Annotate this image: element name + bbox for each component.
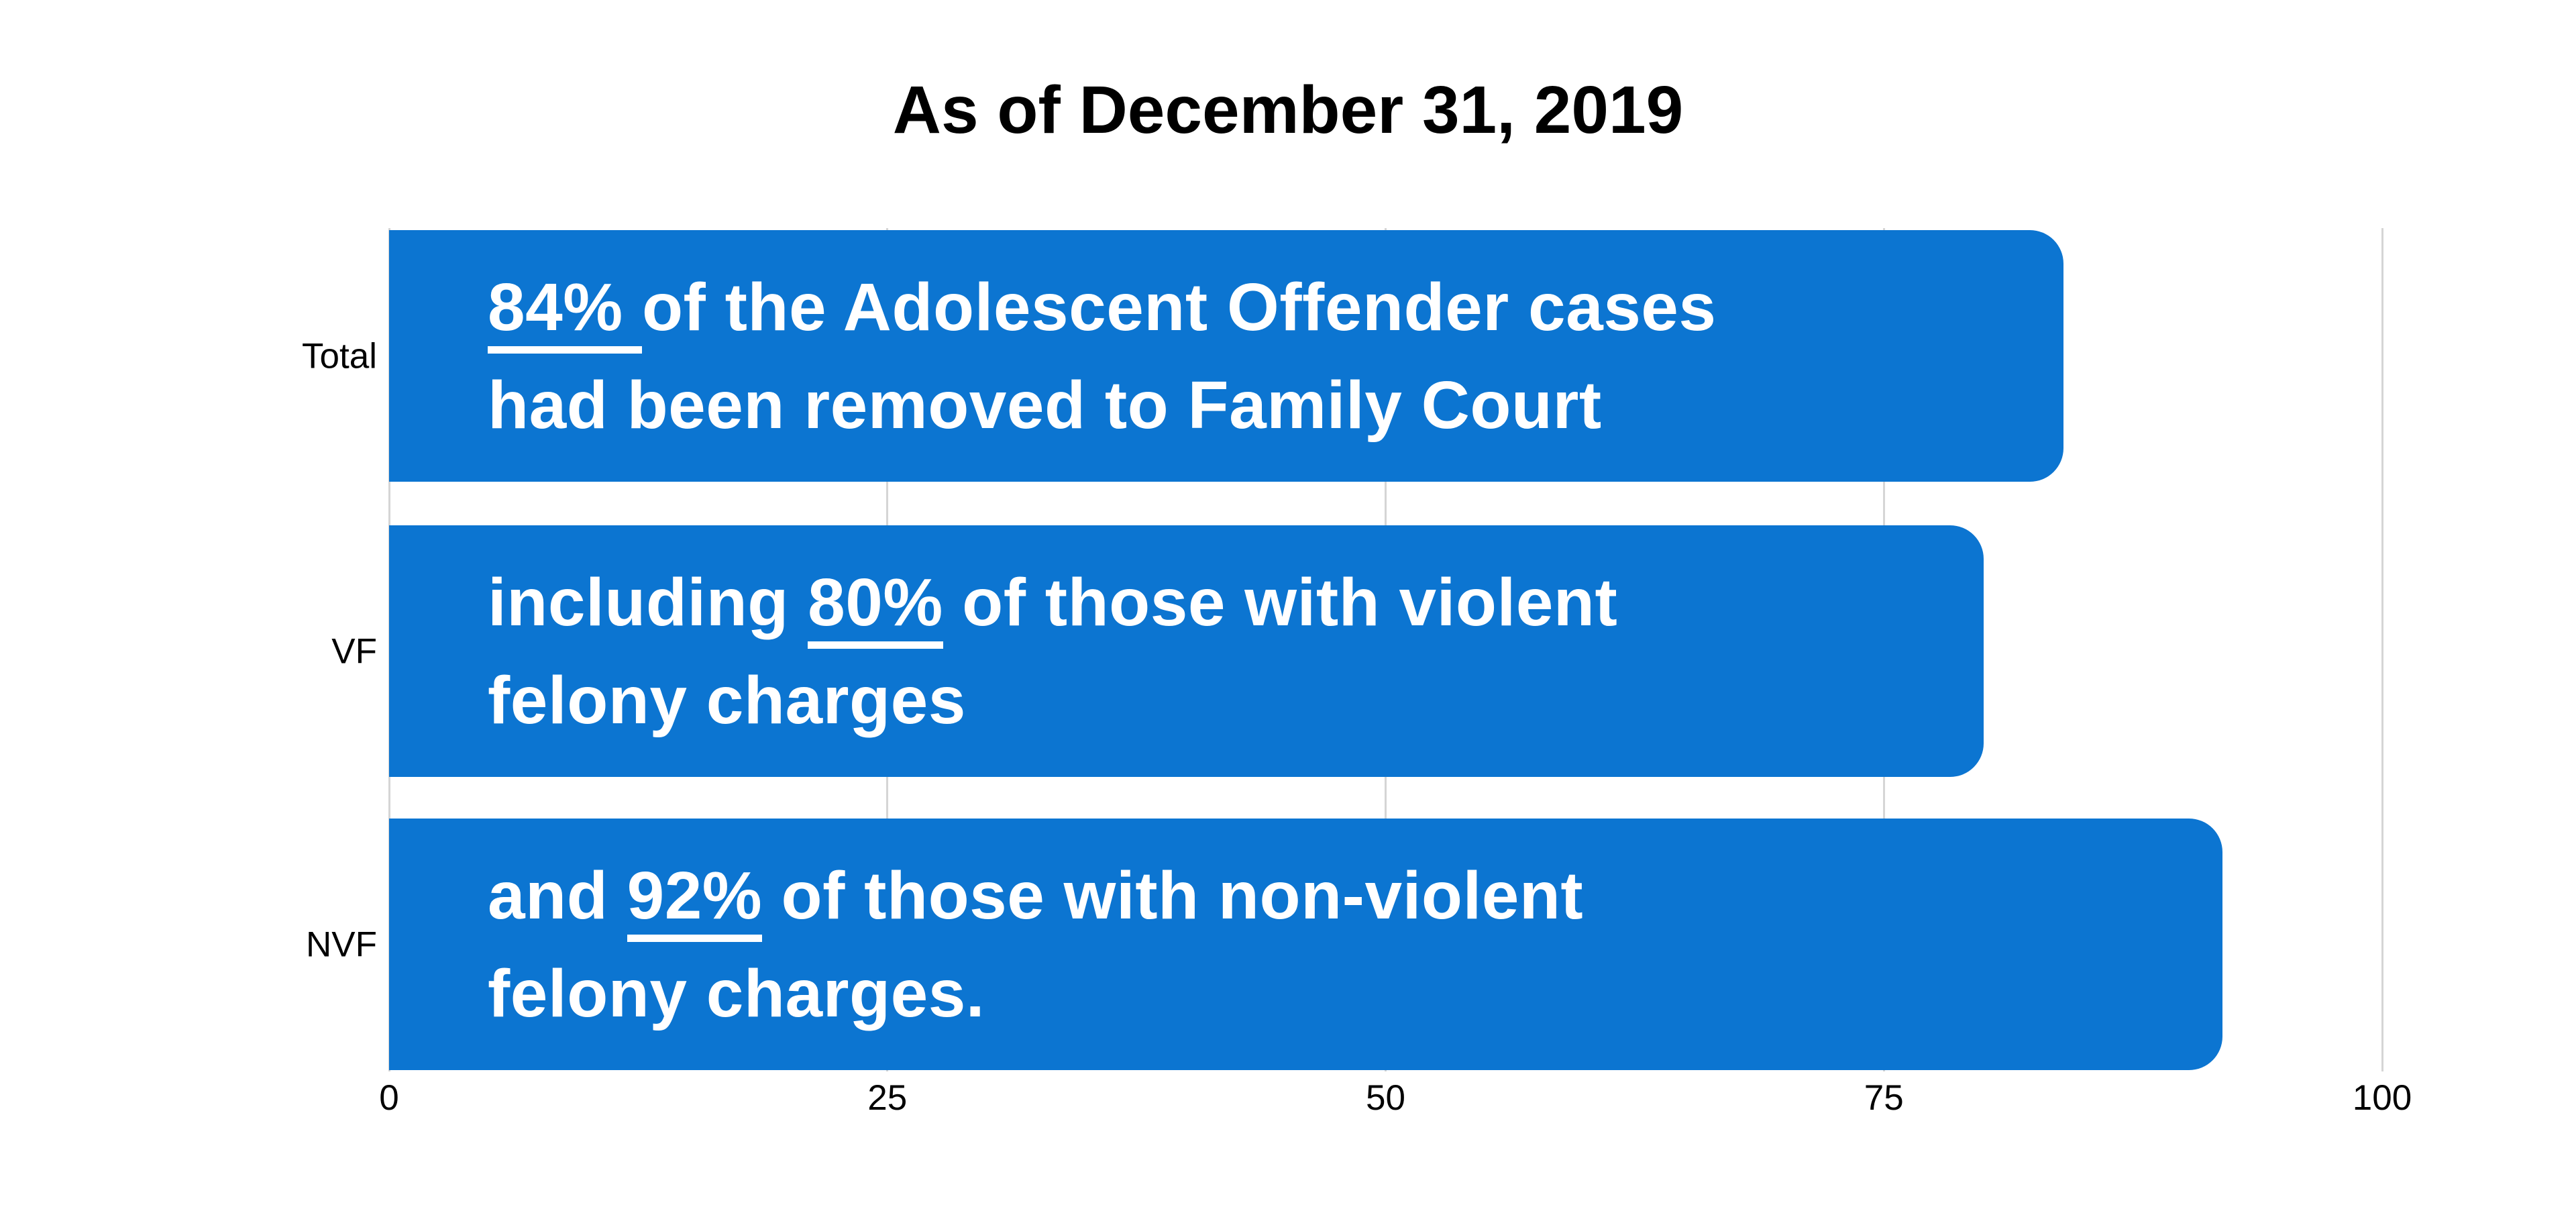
annotation-text: felony charges	[488, 662, 966, 738]
bar-total: 84% of the Adolescent Offender cases had…	[389, 230, 2063, 482]
x-axis-tick-0: 0	[379, 1078, 399, 1118]
annotation-line-2: felony charges	[488, 651, 1617, 749]
bar-annotation-vf: including 80% of those with violent felo…	[488, 554, 1617, 749]
annotation-line-1: 84% of the Adolescent Offender cases	[488, 258, 1717, 356]
annotation-line-2: felony charges.	[488, 945, 1583, 1043]
x-axis-tick-25: 25	[867, 1078, 908, 1118]
annotation-text: including	[488, 564, 808, 640]
x-axis-tick-100: 100	[2352, 1078, 2412, 1118]
bar-annotation-nvf: and 92% of those with non-violent felony…	[488, 847, 1583, 1043]
annotation-text: of those with violent	[943, 564, 1618, 640]
annotation-line-1: including 80% of those with violent	[488, 554, 1617, 651]
x-axis-tick-50: 50	[1366, 1078, 1405, 1118]
chart-title: As of December 31, 2019	[892, 72, 1684, 148]
annotation-line-1: and 92% of those with non-violent	[488, 847, 1583, 945]
bar-vf: including 80% of those with violent felo…	[389, 525, 1984, 777]
annotation-text: of those with non-violent	[762, 857, 1584, 933]
annotation-text: of the Adolescent Offender cases	[641, 269, 1717, 345]
y-axis-label-total: Total	[302, 336, 377, 376]
annotation-text: and	[488, 857, 627, 933]
underlined-percentage: 84%	[488, 269, 642, 354]
bar-annotation-total: 84% of the Adolescent Offender cases had…	[488, 258, 1717, 454]
annotation-text: had been removed to Family Court	[488, 367, 1602, 443]
x-axis-tick-75: 75	[1864, 1078, 1904, 1118]
underlined-percentage: 80%	[808, 564, 943, 649]
underlined-percentage: 92%	[627, 857, 763, 942]
gridline-100	[2381, 228, 2383, 1071]
y-axis-label-nvf: NVF	[306, 925, 377, 964]
annotation-text: felony charges.	[488, 955, 985, 1031]
bar-nvf: and 92% of those with non-violent felony…	[389, 819, 2223, 1070]
y-axis-label-vf: VF	[331, 631, 377, 671]
annotation-line-2: had been removed to Family Court	[488, 356, 1717, 454]
